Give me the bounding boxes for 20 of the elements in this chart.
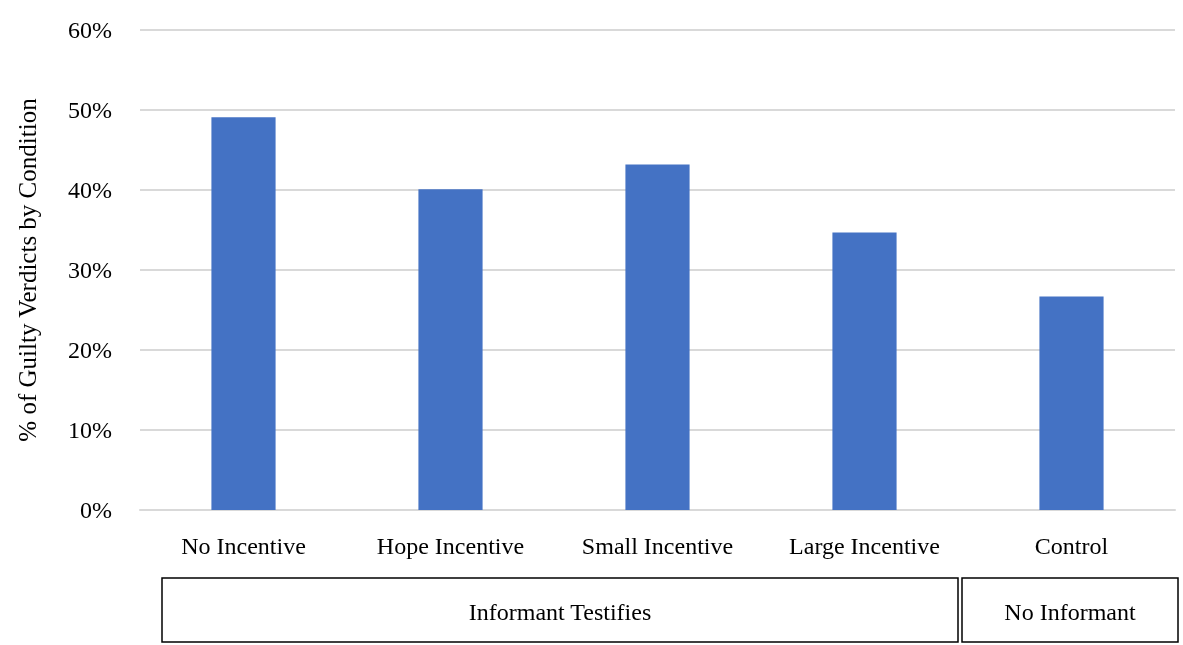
bar bbox=[211, 117, 276, 510]
x-tick-label: Control bbox=[1034, 533, 1109, 559]
text: No Informant bbox=[1004, 599, 1136, 625]
y-tick-label: 20% bbox=[68, 337, 112, 363]
y-axis-title: % of Guilty Verdicts by Condition bbox=[14, 97, 41, 442]
y-tick-label: 40% bbox=[68, 177, 112, 203]
y-tick-label: 50% bbox=[68, 97, 112, 123]
x-tick-label: Large Incentive bbox=[789, 533, 940, 559]
bar bbox=[418, 189, 483, 510]
text: Informant Testifies bbox=[468, 599, 652, 625]
y-tick-label: 30% bbox=[68, 257, 112, 283]
x-tick-label: Small Incentive bbox=[581, 533, 734, 559]
y-tick-label: 0% bbox=[80, 497, 112, 523]
y-tick-label: 10% bbox=[68, 417, 112, 443]
bar bbox=[832, 232, 897, 510]
bar bbox=[1039, 296, 1104, 510]
y-tick-label: 60% bbox=[68, 17, 112, 43]
bar bbox=[625, 164, 690, 510]
x-tick-label: Hope Incentive bbox=[376, 533, 525, 559]
x-tick-label: No Incentive bbox=[181, 533, 306, 559]
